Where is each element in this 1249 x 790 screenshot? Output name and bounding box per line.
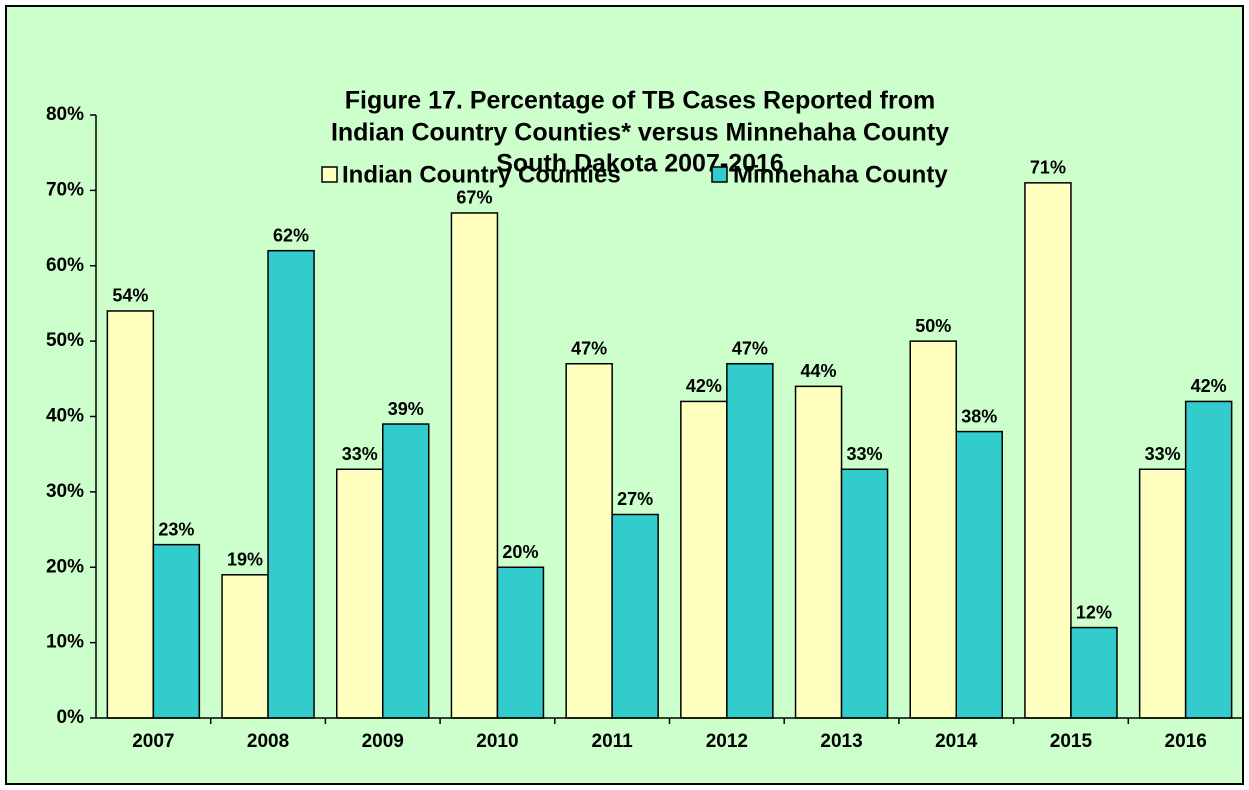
value-label: 54% — [112, 286, 148, 306]
y-tick-label: 20% — [46, 556, 84, 577]
value-label: 33% — [342, 444, 378, 464]
x-tick-label: 2009 — [362, 731, 404, 752]
value-label: 42% — [686, 376, 722, 396]
bar — [336, 468, 384, 719]
y-tick-label: 70% — [46, 179, 84, 200]
legend-label: Indian Country Counties — [342, 161, 621, 188]
bar — [152, 543, 201, 719]
value-label: 67% — [456, 188, 492, 208]
bar — [1070, 626, 1118, 719]
legend-swatch — [321, 166, 338, 183]
bar — [955, 430, 1003, 719]
bar — [267, 249, 315, 719]
y-tick-label: 80% — [46, 104, 84, 125]
legend-label: Minnehaha County — [733, 161, 948, 188]
chart-title: Figure 17. Percentage of TB Cases Report… — [345, 87, 935, 115]
value-label: 44% — [801, 361, 837, 381]
bar — [794, 385, 843, 719]
bar — [106, 310, 155, 719]
bar — [1184, 400, 1233, 719]
x-tick-label: 2015 — [1050, 731, 1093, 752]
value-label: 39% — [388, 399, 424, 419]
value-label: 19% — [227, 550, 263, 570]
bar — [726, 362, 774, 719]
x-tick-label: 2013 — [820, 731, 862, 752]
y-tick-label: 50% — [46, 330, 84, 351]
bar — [450, 212, 499, 719]
bar — [840, 468, 889, 719]
chart-title: Indian Country Counties* versus Minnehah… — [331, 119, 949, 147]
x-tick-label: 2007 — [132, 731, 174, 752]
value-label: 47% — [571, 338, 607, 358]
value-label: 12% — [1076, 602, 1112, 622]
value-label: 33% — [847, 444, 883, 464]
bar — [680, 400, 728, 719]
value-label: 38% — [961, 406, 997, 426]
value-label: 71% — [1030, 158, 1066, 178]
bar — [1138, 468, 1187, 719]
bar — [1024, 182, 1072, 719]
value-label: 20% — [502, 542, 538, 562]
value-label: 47% — [732, 338, 768, 358]
value-label: 42% — [1191, 376, 1227, 396]
y-tick-label: 30% — [46, 481, 84, 502]
x-tick-label: 2011 — [592, 731, 634, 752]
value-label: 27% — [617, 489, 653, 509]
y-tick-label: 60% — [46, 255, 84, 276]
x-tick-label: 2014 — [935, 731, 978, 752]
y-tick-label: 0% — [57, 707, 85, 728]
bar — [221, 574, 269, 719]
x-tick-label: 2010 — [476, 731, 518, 752]
x-tick-label: 2012 — [706, 731, 748, 752]
legend-swatch — [711, 166, 728, 183]
bar — [382, 423, 430, 719]
bar — [909, 340, 957, 719]
chart-title: South Dakota 2007-2016 — [496, 150, 784, 178]
bar — [496, 566, 545, 719]
x-tick-label: 2008 — [247, 731, 289, 752]
value-label: 33% — [1145, 444, 1181, 464]
y-tick-label: 10% — [46, 632, 84, 653]
bar — [611, 513, 659, 719]
value-label: 50% — [915, 316, 951, 336]
x-tick-label: 2016 — [1165, 731, 1207, 752]
y-tick-label: 40% — [46, 406, 84, 427]
value-label: 23% — [158, 519, 194, 539]
value-label: 62% — [273, 225, 309, 245]
bar — [565, 362, 613, 719]
